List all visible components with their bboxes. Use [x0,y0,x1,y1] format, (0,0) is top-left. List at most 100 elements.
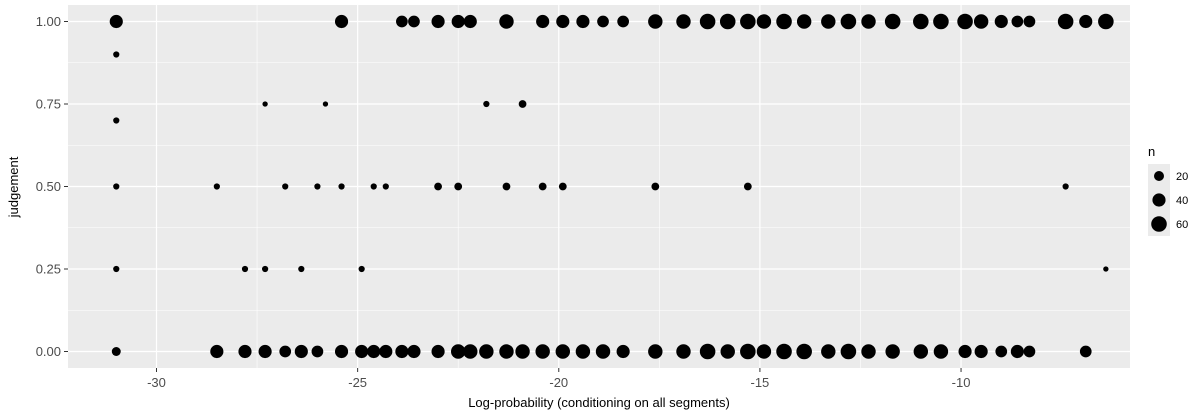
data-point [358,265,365,273]
data-point [699,343,716,360]
data-point [1079,345,1092,358]
data-point [536,14,550,29]
data-point [502,182,511,191]
data-point [719,13,736,30]
data-point [617,15,629,28]
legend-key-circle [1152,193,1166,207]
data-point [994,14,1008,29]
data-points [109,13,1114,360]
data-point [776,343,792,360]
legend-label: 40 [1176,195,1188,207]
data-point [840,13,857,30]
data-point [382,183,389,190]
x-tick-label: -30 [147,375,166,390]
data-point [434,182,442,191]
data-point [699,13,716,30]
legend-label: 60 [1176,219,1188,231]
data-point [262,265,269,273]
data-point [450,344,466,359]
data-point [648,14,663,29]
data-point [651,182,660,191]
size-legend: n 20 40 60 [1148,144,1188,236]
data-point [1103,266,1109,272]
data-point [535,344,550,359]
data-point [258,344,272,359]
data-point [884,13,901,30]
y-tick-label: 0.50 [36,179,61,194]
data-point [241,265,249,273]
data-point [334,14,349,29]
data-point [538,182,547,191]
y-axis-ticks: 0.00 0.25 0.50 0.75 1.00 [36,14,68,359]
data-point [974,344,988,359]
data-point [720,344,735,359]
data-point [861,14,876,29]
data-point [555,344,571,359]
data-point [479,344,494,359]
x-axis-title: Log-probability (conditioning on all seg… [468,395,730,410]
data-point [499,14,514,29]
data-point [282,183,289,190]
data-point [311,345,324,358]
data-point [451,14,465,29]
data-point [575,344,591,359]
data-point [933,344,949,359]
data-point [958,344,972,359]
data-point [113,51,120,58]
data-point [796,343,812,360]
data-point [407,344,421,359]
data-point [1023,15,1036,28]
data-point [756,14,772,29]
data-point [109,14,123,29]
data-point [113,265,120,273]
data-point [1062,183,1069,190]
data-point [408,15,420,28]
data-point [595,344,611,359]
data-point [322,101,329,107]
y-tick-label: 0.00 [36,344,61,359]
x-axis-ticks: -30 -25 -20 -15 -10 [147,368,970,390]
legend-title: n [1148,144,1155,159]
data-point [379,344,393,359]
data-point [933,13,949,30]
data-point [597,15,609,28]
x-tick-label: -15 [751,375,770,390]
data-point [518,100,527,108]
x-tick-label: -20 [549,375,568,390]
data-point [796,14,812,29]
data-point [355,344,369,359]
data-point [454,182,463,191]
data-point [213,183,220,190]
data-point [556,14,570,29]
y-tick-label: 1.00 [36,14,61,29]
data-point [367,344,381,359]
data-point [314,183,321,190]
data-point [515,344,530,359]
data-point [1098,13,1114,30]
data-point [995,345,1008,358]
data-point [885,344,900,359]
x-tick-label: -10 [952,375,971,390]
data-point [279,345,292,358]
data-point [431,344,445,359]
data-point [756,344,772,359]
data-point [861,344,876,359]
data-point [648,344,663,359]
data-point [676,14,691,29]
data-point [973,14,989,29]
data-point [396,15,408,28]
legend-key-circle [1151,216,1167,232]
data-point [338,183,345,190]
data-point [840,343,857,360]
y-tick-label: 0.75 [36,97,61,112]
data-point [262,101,268,107]
data-point [776,13,792,30]
data-point [294,344,308,359]
data-point [238,344,252,359]
data-point [913,344,929,359]
data-point [913,13,929,30]
data-point [558,182,567,191]
data-point [1079,14,1093,29]
data-point [1057,13,1074,30]
x-tick-label: -25 [348,375,367,390]
